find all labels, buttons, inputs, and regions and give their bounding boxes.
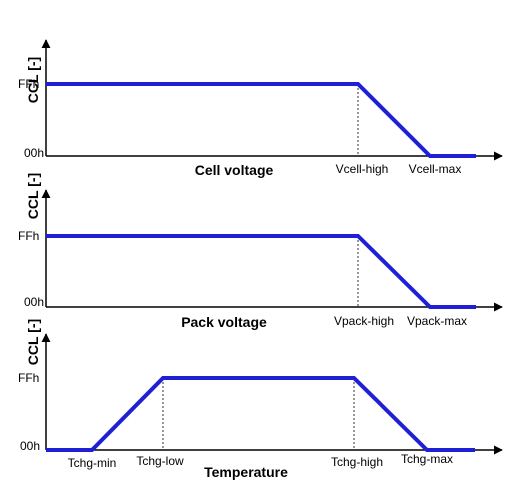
- y-axis-label: CCL [-]: [25, 173, 41, 219]
- x-tick-tchg-low: Tchg-low: [136, 454, 184, 468]
- y-axis-label: CCL [-]: [25, 57, 41, 103]
- x-axis-title: Cell voltage: [195, 162, 274, 178]
- x-axis-title: Temperature: [204, 464, 288, 480]
- panel-pack-voltage: CCL [-] FFh 00h Vpack-high Vpack-max Pac…: [18, 173, 503, 330]
- x-tick-vcell-max: Vcell-max: [409, 162, 462, 176]
- x-tick-vpack-max: Vpack-max: [407, 314, 467, 328]
- ccl-curve: [46, 376, 475, 452]
- panel-cell-voltage: CCL [-] FFh 00h Vcell-high Vcell-max Cel…: [18, 39, 503, 178]
- x-tick-vcell-high: Vcell-high: [336, 162, 389, 176]
- y-tick-high: FFh: [18, 229, 39, 243]
- y-tick-low: 00h: [20, 439, 40, 453]
- y-tick-high: FFh: [18, 77, 39, 91]
- y-axis-label: CCL [-]: [25, 319, 41, 365]
- x-tick-tchg-max: Tchg-max: [401, 452, 453, 466]
- x-tick-tchg-min: Tchg-min: [68, 456, 117, 470]
- y-tick-low: 00h: [24, 295, 44, 309]
- ccl-curve: [46, 234, 476, 309]
- panel-temperature: CCL [-] FFh 00h Tchg-min Tchg-low Tchg-h…: [18, 319, 503, 480]
- ccl-curve: [46, 82, 476, 158]
- x-tick-tchg-high: Tchg-high: [331, 455, 383, 469]
- y-tick-high: FFh: [18, 371, 39, 385]
- x-tick-vpack-high: Vpack-high: [334, 314, 394, 328]
- y-tick-low: 00h: [24, 146, 44, 160]
- x-axis-title: Pack voltage: [181, 314, 267, 330]
